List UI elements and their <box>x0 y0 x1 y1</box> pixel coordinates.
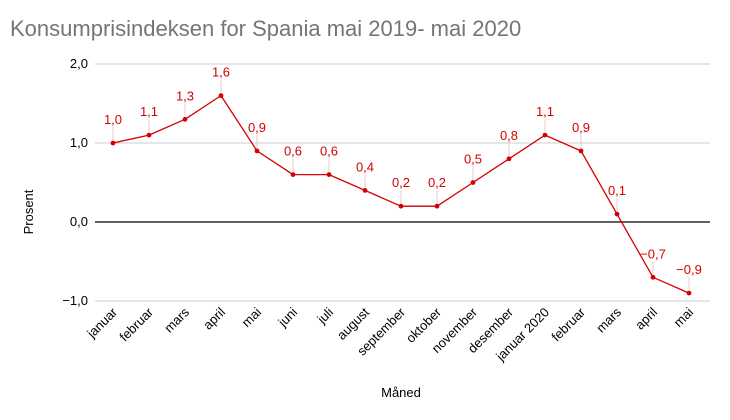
x-tick-label: mai <box>671 304 696 329</box>
chart-title: Konsumprisindeksen for Spania mai 2019- … <box>10 16 522 41</box>
data-label: 1,1 <box>140 104 158 119</box>
data-point <box>182 116 188 122</box>
data-labels: 1,0 1,1 1,3 1,6 0,9 0,6 0,6 0,4 0,2 0,2 0,5 0,8 1,1 0… <box>104 65 702 278</box>
data-label: 0,6 <box>320 144 338 159</box>
data-label-leaders <box>112 79 690 291</box>
data-point <box>110 140 116 146</box>
data-point <box>542 132 548 138</box>
data-point <box>362 188 368 193</box>
y-tick-label: 2,0 <box>70 56 88 71</box>
data-label: 0,4 <box>356 159 374 174</box>
series-layer <box>110 93 692 296</box>
y-tick-label: −1,0 <box>62 293 88 308</box>
data-label: 0,2 <box>392 175 410 190</box>
data-point <box>686 290 692 296</box>
data-point <box>434 203 440 209</box>
x-axis-title: Måned <box>381 385 421 400</box>
x-tick-label: april <box>632 304 660 332</box>
data-label: −0,7 <box>640 246 666 261</box>
x-tick-label: februar <box>548 304 588 344</box>
x-tick-label: januar <box>83 304 120 341</box>
x-tick-label: juni <box>274 304 300 330</box>
data-label: 0,8 <box>500 128 518 143</box>
data-label: 0,6 <box>284 144 302 159</box>
x-tick-label: mars <box>161 304 192 335</box>
data-label: 1,1 <box>536 104 554 119</box>
data-point <box>326 172 332 178</box>
data-point <box>290 172 296 178</box>
data-label: 0,1 <box>608 183 626 198</box>
data-point <box>218 93 224 98</box>
data-label: 1,3 <box>176 88 194 103</box>
data-point <box>470 180 476 185</box>
data-point <box>398 203 404 209</box>
data-point <box>254 148 260 154</box>
data-label: −0,9 <box>676 262 702 277</box>
x-tick-label: februar <box>116 304 156 344</box>
y-tick-label: 1,0 <box>70 135 88 150</box>
x-tick-label: juli <box>314 304 337 327</box>
data-point <box>146 132 152 138</box>
data-label: 1,0 <box>104 112 122 127</box>
data-label: 1,6 <box>212 65 230 80</box>
data-point <box>614 211 620 217</box>
data-point <box>578 148 584 154</box>
y-tick-label: 0,0 <box>70 214 88 229</box>
y-axis-title: Prosent <box>21 189 36 234</box>
x-tick-label: mars <box>593 304 624 335</box>
data-label: 0,2 <box>428 175 446 190</box>
gridlines <box>95 63 710 302</box>
data-label: 0,9 <box>248 120 266 135</box>
data-label: 0,9 <box>572 120 590 135</box>
x-tick-label: april <box>200 304 228 332</box>
x-tick-label: mai <box>239 304 264 329</box>
data-label: 0,5 <box>464 152 482 167</box>
data-point <box>650 274 656 280</box>
y-axis-ticks: −1,0 0,0 1,0 2,0 <box>62 56 88 308</box>
data-point <box>506 156 512 162</box>
